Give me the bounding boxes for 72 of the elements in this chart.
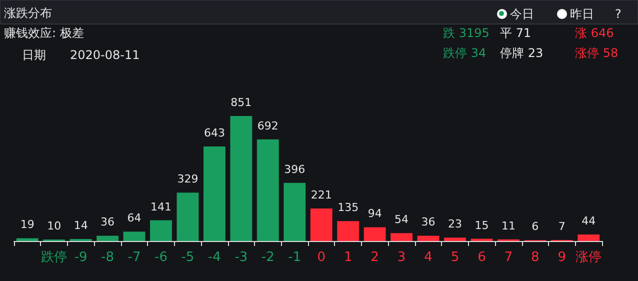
- data-label: 23: [448, 218, 462, 231]
- x-tick-label: 0: [317, 250, 326, 265]
- data-label: 851: [230, 96, 252, 109]
- x-tick-label: 9: [558, 250, 566, 265]
- data-label: 64: [127, 212, 142, 225]
- data-label: 643: [204, 126, 225, 140]
- data-label: 94: [368, 207, 382, 220]
- data-label: 141: [150, 200, 172, 214]
- text: 跌停 34: [443, 46, 486, 60]
- data-label: 19: [20, 218, 34, 232]
- data-label: 44: [582, 214, 596, 228]
- x-tick-label: 跌停: [41, 250, 68, 265]
- bar: [230, 116, 252, 241]
- bar: [417, 236, 440, 241]
- bar: [96, 236, 119, 241]
- x-tick-label: 6: [478, 250, 486, 265]
- bar: [256, 139, 279, 241]
- text: 平 71: [500, 26, 532, 40]
- x-tick-label: -3: [234, 250, 248, 265]
- bar: [444, 238, 466, 241]
- data-label: 135: [338, 201, 359, 214]
- x-tick-label: 4: [424, 250, 432, 265]
- x-tick-label: -1: [288, 250, 302, 265]
- bar: [176, 192, 199, 241]
- text: 涨停 58: [575, 46, 618, 60]
- x-tick-label: -8: [101, 250, 114, 265]
- x-tick-label: -9: [74, 250, 88, 265]
- bar: [390, 233, 413, 241]
- bar: [16, 238, 38, 241]
- text: 涨 646: [575, 26, 614, 40]
- bar: [337, 221, 360, 241]
- bar: [364, 227, 386, 241]
- data-label: 221: [310, 188, 332, 202]
- data-label: 11: [501, 219, 516, 232]
- x-tick-label: 8: [531, 250, 540, 265]
- text: 2020-08-11: [70, 48, 140, 62]
- data-label: 54: [394, 213, 409, 226]
- bar: [284, 182, 306, 241]
- x-tick-label: -6: [154, 250, 168, 265]
- bar: [203, 146, 226, 241]
- data-label: 15: [474, 218, 489, 232]
- x-tick-label: 7: [504, 250, 513, 265]
- text: 赚钱效应: 极差: [4, 26, 84, 40]
- x-tick-label: 2: [370, 250, 379, 265]
- data-label: 692: [257, 119, 278, 132]
- text: 跌 3195: [443, 26, 490, 40]
- chart-title: 涨跌分布: [4, 6, 52, 20]
- data-label: 396: [284, 162, 306, 176]
- x-tick-label: 1: [344, 250, 352, 265]
- x-tick-label: -2: [261, 250, 274, 265]
- bar: [123, 232, 146, 241]
- bar: [150, 220, 172, 241]
- data-label: 329: [177, 172, 198, 186]
- bar: [310, 208, 332, 241]
- x-tick-label: -5: [181, 250, 194, 265]
- data-label: 36: [100, 216, 115, 229]
- data-label: 6: [532, 220, 539, 234]
- text: 今日: [510, 7, 534, 21]
- text: ?: [615, 7, 622, 21]
- text: 昨日: [570, 7, 594, 21]
- x-tick-label: 3: [397, 250, 406, 265]
- text: 停牌 23: [500, 46, 544, 60]
- data-label: 10: [47, 220, 62, 233]
- data-label: 7: [558, 220, 566, 233]
- text: 日期: [22, 48, 46, 62]
- x-tick-label: -7: [128, 250, 141, 265]
- data-label: 14: [74, 218, 88, 232]
- x-tick-label: -4: [208, 250, 221, 265]
- bar: [578, 234, 600, 241]
- data-label: 36: [421, 216, 436, 229]
- x-tick-label: 涨停: [576, 250, 602, 265]
- x-tick-label: 5: [450, 250, 460, 265]
